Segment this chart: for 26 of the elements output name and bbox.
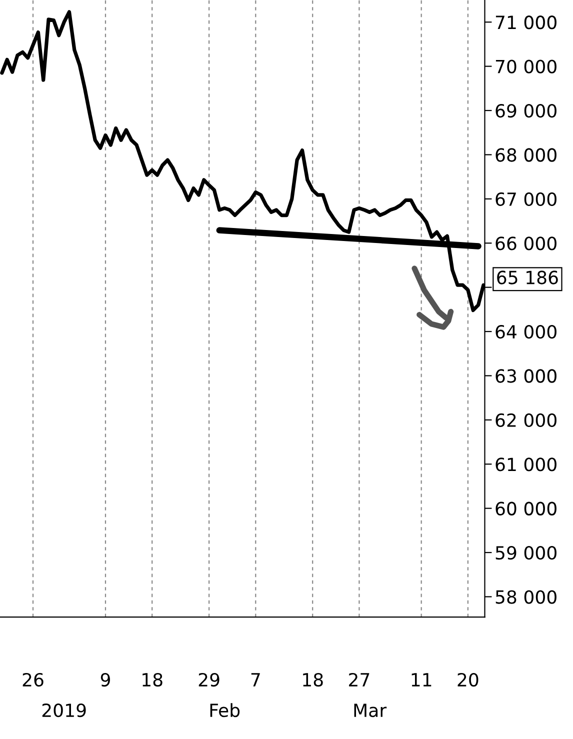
y-tick-label: 69 000: [496, 104, 556, 118]
y-tick-label: 59 000: [496, 546, 556, 560]
y-tick-label: 60 000: [496, 502, 556, 516]
x-tick-label: 11: [412, 673, 432, 686]
x-tick-label: 18: [142, 672, 162, 687]
x-tick-label: 20: [458, 672, 478, 687]
y-tick-label: 71 000: [496, 16, 556, 30]
x2-tick-label: 2019: [42, 703, 86, 718]
x2-tick-label: Mar: [354, 704, 387, 718]
x-tick-label: 18: [303, 672, 323, 687]
x-tick-label: 26: [22, 672, 44, 687]
y-tick-label: 64 000: [496, 324, 556, 339]
y-tick-label: 63 000: [496, 369, 556, 383]
y-tick-label: 68 000: [496, 148, 556, 162]
x2-tick-label: Feb: [210, 703, 240, 718]
x-tick-label: 27: [349, 672, 370, 686]
y-tick-label: 62 000: [496, 413, 556, 428]
y-tick-label: 70 000: [496, 60, 556, 74]
y-tick-label: 66 000: [496, 236, 556, 250]
x-tick-label: 7: [251, 673, 260, 686]
annotation: 65 186: [497, 270, 558, 284]
y-tick-label: 67 000: [496, 192, 556, 206]
y-tick-label: 61 000: [496, 458, 556, 472]
x-tick-label: 29: [198, 672, 220, 687]
x-tick-label: 9: [100, 672, 110, 687]
y-tick-label: 58 000: [496, 590, 556, 604]
